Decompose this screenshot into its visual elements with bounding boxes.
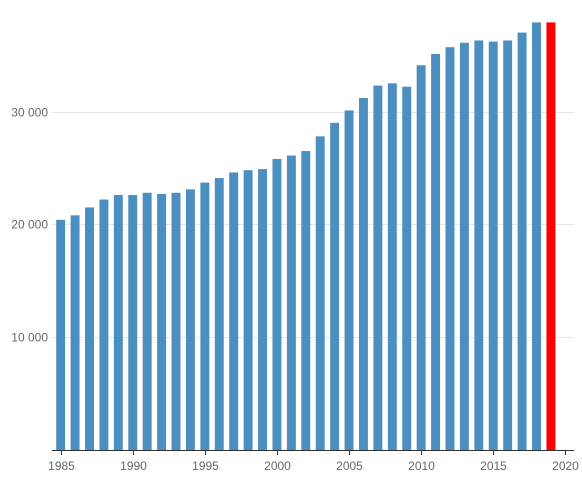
gridlines bbox=[52, 112, 574, 338]
bar bbox=[185, 189, 195, 450]
axes bbox=[52, 450, 574, 455]
bar bbox=[243, 170, 253, 450]
bar bbox=[70, 215, 80, 450]
bar bbox=[359, 98, 368, 450]
bar bbox=[416, 65, 426, 450]
bar bbox=[431, 54, 441, 450]
y-tick-label: 20 000 bbox=[11, 218, 48, 232]
bar bbox=[301, 151, 311, 450]
bar bbox=[214, 178, 224, 450]
bar bbox=[315, 136, 325, 451]
bar bbox=[258, 169, 267, 450]
bar bbox=[286, 155, 296, 451]
bar bbox=[171, 192, 181, 450]
bar bbox=[402, 86, 412, 450]
bar bbox=[229, 172, 239, 450]
x-tick-label: 2000 bbox=[264, 459, 291, 473]
bar bbox=[387, 83, 397, 450]
bar bbox=[56, 219, 66, 450]
y-tick-label: 30 000 bbox=[11, 106, 48, 120]
bar bbox=[503, 40, 513, 451]
x-tick-label: 2015 bbox=[480, 459, 507, 473]
bar bbox=[200, 182, 210, 450]
bar bbox=[344, 110, 354, 450]
tick-labels: 10 000 20 000 30 000 1985 1990 1995 2000 2005 20… bbox=[11, 106, 579, 474]
bar bbox=[330, 122, 340, 450]
bar bbox=[474, 40, 484, 451]
bar bbox=[99, 199, 109, 450]
bar bbox=[459, 42, 469, 450]
bar bbox=[532, 22, 541, 450]
bar bbox=[373, 85, 383, 450]
x-tick-label: 2020 bbox=[552, 459, 579, 473]
highlighted-bar bbox=[546, 22, 556, 450]
bar bbox=[488, 41, 498, 451]
bar bbox=[85, 207, 94, 450]
x-tick-label: 2010 bbox=[408, 459, 435, 473]
bar bbox=[128, 195, 138, 450]
bars bbox=[56, 22, 556, 451]
x-tick-label: 2005 bbox=[336, 459, 363, 473]
bar bbox=[157, 193, 167, 450]
bar bbox=[272, 158, 282, 451]
bar bbox=[113, 195, 123, 450]
x-tick-label: 1985 bbox=[48, 459, 75, 473]
bar bbox=[445, 47, 455, 450]
bar bbox=[142, 192, 152, 450]
x-tick-label: 1995 bbox=[192, 459, 219, 473]
x-tick-label: 1990 bbox=[120, 459, 147, 473]
y-tick-label: 10 000 bbox=[11, 331, 48, 345]
bar bbox=[517, 32, 527, 451]
